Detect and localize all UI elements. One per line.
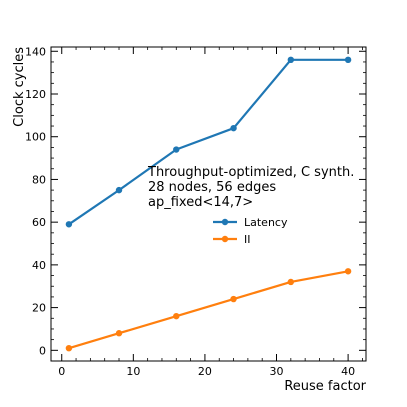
y-axis-label: Clock cycles — [12, 47, 27, 127]
data-point-ii — [230, 295, 237, 303]
major-ticks: 0 10 20 30 40 0 20 40 60 80 100 120 140 — [25, 45, 366, 378]
data-point-latency — [65, 221, 73, 228]
data-point-latency — [287, 56, 295, 64]
legend: Latency II — [213, 216, 288, 246]
x-tick-label: 20 — [198, 365, 212, 378]
x-tick-label: 30 — [270, 365, 284, 378]
x-tick-label: 0 — [58, 365, 65, 378]
y-tick-label: 0 — [39, 344, 46, 357]
y-tick-label: 40 — [32, 259, 46, 272]
legend-entry-ii: II — [213, 233, 251, 246]
data-point-ii — [344, 268, 352, 275]
data-point-ii — [173, 312, 180, 320]
legend-label-ii: II — [244, 233, 251, 246]
x-tick-label: 40 — [341, 365, 355, 378]
series-layer — [65, 56, 352, 352]
legend-marker-latency — [221, 218, 229, 226]
annotation-line-1: Throughput-optimized, C synth. — [147, 165, 354, 180]
legend-entry-latency: Latency — [213, 216, 288, 229]
legend-marker-ii — [221, 235, 229, 243]
plot-frame — [50, 46, 367, 362]
data-point-latency — [173, 146, 180, 153]
x-axis-label: Reuse factor — [284, 379, 366, 394]
chart-annotation: Throughput-optimized, C synth. 28 nodes,… — [147, 165, 354, 210]
y-tick-label: 140 — [25, 45, 46, 58]
series-line-latency — [68, 58, 349, 226]
annotation-line-3: ap_fixed<14,7> — [148, 195, 253, 210]
data-point-latency — [344, 56, 352, 64]
data-point-latency — [230, 124, 237, 132]
y-tick-label: 20 — [32, 302, 46, 315]
y-tick-label: 100 — [25, 131, 46, 144]
y-tick-label: 80 — [32, 173, 46, 186]
legend-label-latency: Latency — [244, 216, 288, 229]
y-tick-label: 120 — [25, 88, 46, 101]
y-tick-label: 60 — [32, 216, 46, 229]
data-point-latency — [115, 186, 123, 194]
x-tick-label: 10 — [126, 365, 140, 378]
series-line-ii — [68, 270, 349, 350]
annotation-line-2: 28 nodes, 56 edges — [148, 180, 276, 195]
data-point-ii — [287, 278, 295, 286]
data-point-ii — [65, 344, 73, 352]
data-point-ii — [115, 330, 123, 337]
